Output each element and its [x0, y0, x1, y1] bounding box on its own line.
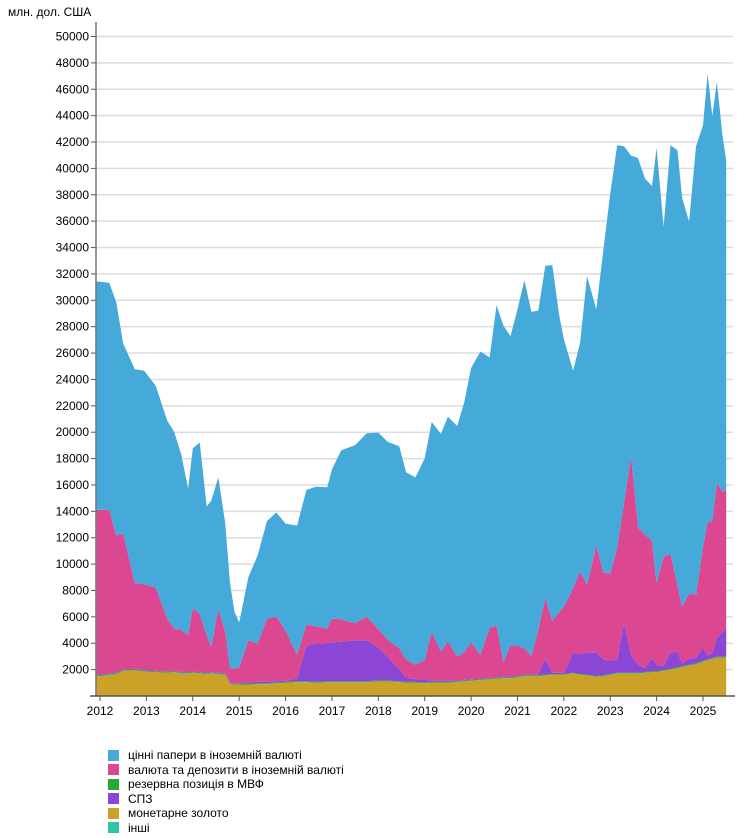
x-tick-label: 2014 — [179, 704, 206, 718]
legend-swatch — [108, 749, 119, 761]
y-tick-label: 20000 — [56, 425, 90, 439]
y-tick-label: 18000 — [56, 452, 90, 466]
y-axis-label: млн. дол. США — [8, 5, 91, 19]
y-tick-label: 26000 — [56, 346, 90, 360]
y-tick-label: 6000 — [62, 610, 89, 624]
y-tick-label: 38000 — [56, 188, 90, 202]
x-tick-label: 2024 — [643, 704, 670, 718]
y-tick-label: 42000 — [56, 135, 90, 149]
legend-swatch — [108, 807, 119, 819]
y-tick-label: 8000 — [62, 583, 89, 597]
legend-swatch — [108, 793, 119, 805]
legend-label: резервна позиція в МВФ — [128, 777, 264, 791]
y-tick-label: 12000 — [56, 531, 90, 545]
y-tick-label: 32000 — [56, 267, 90, 281]
legend-swatch — [108, 778, 119, 790]
y-tick-label: 36000 — [56, 214, 90, 228]
y-tick-label: 16000 — [56, 478, 90, 492]
y-tick-label: 14000 — [56, 504, 90, 518]
legend-label: інші — [128, 820, 150, 835]
legend-item-imf-position[interactable]: резервна позиція в МВФ — [108, 777, 344, 792]
y-tick-label: 4000 — [62, 636, 89, 650]
x-tick-label: 2017 — [319, 704, 346, 718]
y-axis: 2000 4000 6000 8000 10000 12000 14000 16000 1800… — [56, 22, 97, 696]
x-tick-label: 2023 — [597, 704, 624, 718]
x-tick-label: 2021 — [504, 704, 531, 718]
y-tick-label: 34000 — [56, 241, 90, 255]
legend-label: СПЗ — [128, 791, 153, 806]
y-tick-label: 22000 — [56, 399, 90, 413]
y-tick-label: 30000 — [56, 293, 90, 307]
y-tick-label: 24000 — [56, 372, 90, 386]
x-tick-label: 2025 — [690, 704, 717, 718]
y-tick-label: 40000 — [56, 161, 90, 175]
x-tick-label: 2013 — [133, 704, 160, 718]
x-axis: 2012 2013 2014 2015 2016 2017 2018 2019 2020 2021… — [87, 695, 735, 718]
x-tick-label: 2015 — [226, 704, 253, 718]
legend-item-currency-deposits[interactable]: валюта та депозити в іноземній валюті — [108, 763, 344, 778]
y-tick-label: 48000 — [56, 56, 90, 70]
legend: цінні папери в іноземній валюті валюта т… — [108, 748, 344, 835]
y-tick-label: 10000 — [56, 557, 90, 571]
x-tick-label: 2012 — [87, 704, 114, 718]
legend-swatch — [108, 822, 119, 834]
area-sdr — [95, 622, 727, 684]
legend-item-sdr[interactable]: СПЗ — [108, 792, 344, 807]
x-tick-label: 2022 — [550, 704, 577, 718]
y-tick-label: 50000 — [56, 30, 90, 44]
area-securities — [95, 73, 727, 669]
y-tick-label: 2000 — [62, 663, 89, 677]
x-tick-label: 2016 — [272, 704, 299, 718]
y-tick-label: 44000 — [56, 109, 90, 123]
area-layers — [95, 73, 727, 696]
x-tick-label: 2019 — [411, 704, 438, 718]
legend-item-gold[interactable]: монетарне золото — [108, 806, 344, 821]
x-tick-label: 2018 — [365, 704, 392, 718]
legend-item-other[interactable]: інші — [108, 821, 344, 836]
legend-label: цінні папери в іноземній валюті — [128, 748, 302, 762]
area-gold — [95, 657, 727, 696]
area-currency-deposits — [95, 456, 727, 684]
legend-item-securities[interactable]: цінні папери в іноземній валюті — [108, 748, 344, 763]
x-tick-label: 2020 — [458, 704, 485, 718]
stacked-area-chart: 2000 4000 6000 8000 10000 12000 14000 16000 1800… — [8, 5, 735, 718]
y-tick-label: 28000 — [56, 320, 90, 334]
legend-label: валюта та депозити в іноземній валюті — [128, 762, 344, 777]
legend-label: монетарне золото — [128, 806, 229, 820]
legend-swatch — [108, 764, 119, 776]
y-tick-label: 46000 — [56, 82, 90, 96]
